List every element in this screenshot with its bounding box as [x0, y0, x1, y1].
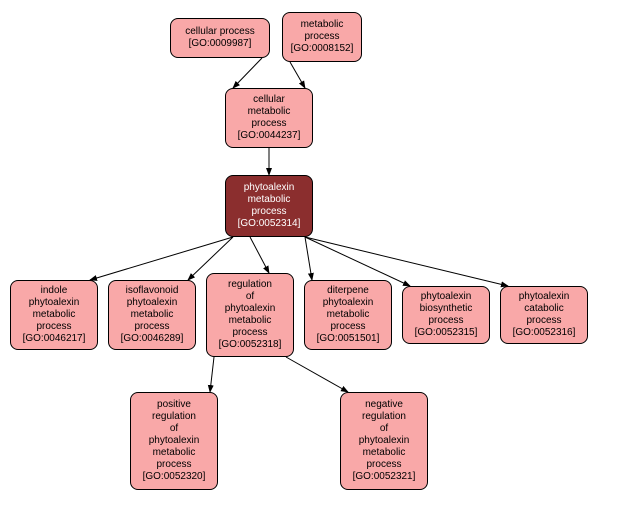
node-label-line: phytoalexin	[421, 291, 472, 303]
node-isoflavonoid[interactable]: isoflavonoidphytoalexinmetabolicprocess[…	[108, 280, 196, 350]
edge-phytoalexin-metabolic-to-regulation	[250, 237, 269, 273]
node-label-line: [GO:0052320]	[143, 471, 206, 483]
node-regulation[interactable]: regulationofphytoalexinmetabolicprocess[…	[206, 273, 294, 357]
edge-cellular-process-to-cellular-metabolic	[233, 58, 262, 88]
edge-phytoalexin-metabolic-to-biosynthetic	[305, 237, 410, 286]
node-label-line: process	[428, 315, 463, 327]
node-label-line: phytoalexin	[149, 435, 200, 447]
node-label-line: metabolic	[248, 106, 291, 118]
node-label-line: of	[380, 423, 388, 435]
node-phytoalexin-metabolic[interactable]: phytoalexinmetabolicprocess[GO:0052314]	[225, 175, 313, 237]
node-label-line: [GO:0046217]	[23, 333, 86, 345]
edge-phytoalexin-metabolic-to-catabolic	[305, 237, 508, 286]
node-label-line: negative	[365, 399, 403, 411]
node-label-line: phytoalexin	[323, 297, 374, 309]
node-label-line: [GO:0052318]	[219, 339, 282, 351]
node-label-line: phytoalexin	[519, 291, 570, 303]
node-label-line: process	[366, 459, 401, 471]
node-label-line: biosynthetic	[420, 303, 473, 315]
node-label-line: metabolic	[301, 19, 344, 31]
node-label-line: process	[251, 206, 286, 218]
node-label-line: phytoalexin	[244, 182, 295, 194]
node-label-line: metabolic	[229, 315, 272, 327]
node-label-line: [GO:0052314]	[238, 218, 301, 230]
node-label-line: diterpene	[327, 285, 369, 297]
node-label-line: regulation	[228, 279, 272, 291]
node-label-line: [GO:0044237]	[238, 130, 301, 142]
edge-regulation-to-negative-reg	[286, 357, 348, 392]
node-label-line: process	[134, 321, 169, 333]
node-label-line: phytoalexin	[29, 297, 80, 309]
edge-metabolic-process-to-cellular-metabolic	[290, 62, 305, 88]
node-label-line: [GO:0052321]	[353, 471, 416, 483]
node-label-line: process	[251, 118, 286, 130]
node-label-line: process	[304, 31, 339, 43]
node-label-line: [GO:0051501]	[317, 333, 380, 345]
node-label-line: [GO:0052316]	[513, 327, 576, 339]
node-label-line: of	[170, 423, 178, 435]
node-label-line: catabolic	[524, 303, 563, 315]
node-label-line: metabolic	[33, 309, 76, 321]
node-catabolic[interactable]: phytoalexincatabolicprocess[GO:0052316]	[500, 286, 588, 344]
node-negative-reg[interactable]: negativeregulationofphytoalexinmetabolic…	[340, 392, 428, 490]
node-label-line: metabolic	[131, 309, 174, 321]
edge-phytoalexin-metabolic-to-diterpene	[305, 237, 312, 280]
node-label-line: process	[36, 321, 71, 333]
node-label-line: phytoalexin	[127, 297, 178, 309]
node-label-line: metabolic	[327, 309, 370, 321]
node-label-line: cellular	[253, 94, 285, 106]
node-label-line: positive	[157, 399, 191, 411]
node-cellular-process[interactable]: cellular process[GO:0009987]	[170, 18, 270, 58]
node-label-line: metabolic	[248, 194, 291, 206]
edge-regulation-to-positive-reg	[210, 357, 214, 392]
node-label-line: metabolic	[153, 447, 196, 459]
node-label-line: phytoalexin	[225, 303, 276, 315]
node-cellular-metabolic[interactable]: cellularmetabolicprocess[GO:0044237]	[225, 88, 313, 148]
node-label-line: [GO:0046289]	[121, 333, 184, 345]
node-metabolic-process[interactable]: metabolicprocess[GO:0008152]	[282, 12, 362, 62]
node-label-line: isoflavonoid	[126, 285, 179, 297]
node-label-line: indole	[41, 285, 68, 297]
node-positive-reg[interactable]: positiveregulationofphytoalexinmetabolic…	[130, 392, 218, 490]
node-label-line: process	[526, 315, 561, 327]
edge-layer	[0, 0, 629, 509]
node-label-line: regulation	[362, 411, 406, 423]
node-label-line: process	[330, 321, 365, 333]
node-label-line: [GO:0052315]	[415, 327, 478, 339]
node-label-line: phytoalexin	[359, 435, 410, 447]
node-label-line: cellular process	[185, 26, 254, 38]
node-label-line: process	[232, 327, 267, 339]
node-label-line: [GO:0008152]	[291, 43, 354, 55]
node-indole[interactable]: indolephytoalexinmetabolicprocess[GO:004…	[10, 280, 98, 350]
node-label-line: regulation	[152, 411, 196, 423]
node-label-line: [GO:0009987]	[189, 38, 252, 50]
node-biosynthetic[interactable]: phytoalexinbiosyntheticprocess[GO:005231…	[402, 286, 490, 344]
node-diterpene[interactable]: diterpenephytoalexinmetabolicprocess[GO:…	[304, 280, 392, 350]
node-label-line: of	[246, 291, 254, 303]
node-label-line: metabolic	[363, 447, 406, 459]
node-label-line: process	[156, 459, 191, 471]
